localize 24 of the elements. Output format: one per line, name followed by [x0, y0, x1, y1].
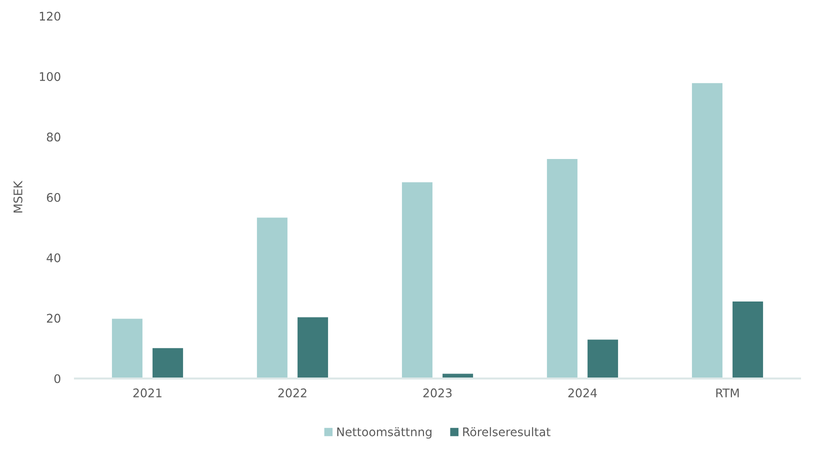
bar	[400, 180, 434, 378]
bar	[151, 346, 184, 378]
legend-label: Rörelseresultat	[463, 427, 550, 436]
x-tick-label: 2021	[133, 388, 162, 398]
bar	[731, 300, 764, 378]
legend-label: Nettoomsättnng	[337, 427, 432, 439]
y-axis-title: MSEK	[13, 180, 22, 213]
bar	[256, 216, 289, 378]
x-tick-label: 2022	[278, 388, 306, 398]
bar	[110, 317, 144, 378]
y-tick-label: 80	[46, 132, 60, 142]
y-tick-label: 20	[46, 314, 60, 323]
bar	[586, 338, 620, 378]
x-tick-label: 2024	[568, 388, 597, 398]
y-tick-label: 60	[46, 192, 60, 202]
y-tick-label: 40	[46, 253, 60, 262]
x-tick-label: RTM	[716, 388, 739, 398]
y-tick-label: 120	[40, 12, 60, 21]
bar	[296, 316, 330, 378]
x-tick-label: 2023	[423, 388, 452, 398]
y-tick-label: 0	[54, 374, 60, 384]
bar	[546, 158, 579, 378]
bar	[690, 82, 724, 378]
y-tick-label: 100	[40, 72, 60, 82]
